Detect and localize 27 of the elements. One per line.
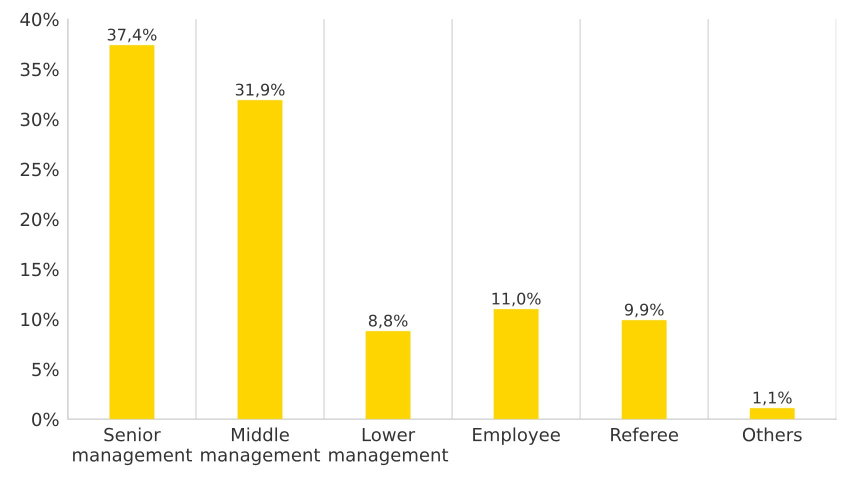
bar — [366, 331, 410, 420]
x-tick-label: Lower management — [329, 428, 448, 466]
data-label: 8,8% — [368, 314, 408, 328]
data-label: 1,1% — [754, 392, 792, 406]
bar — [238, 100, 282, 420]
bar — [494, 309, 539, 420]
data-label: 9,9% — [624, 304, 664, 318]
y-tick-label: 10% — [21, 312, 59, 326]
y-tick-label: 40% — [20, 12, 59, 26]
x-tick-label: Employee — [473, 427, 560, 445]
data-label: 11,0% — [492, 292, 541, 306]
x-tick-label: Middle management — [201, 427, 320, 466]
data-label: 37,4% — [108, 28, 156, 42]
x-tick-label: Referee — [611, 427, 678, 442]
bar — [110, 45, 154, 420]
y-tick-label: 15% — [21, 262, 59, 276]
y-tick-label: 25% — [20, 162, 59, 176]
data-label: 31,9% — [236, 84, 284, 98]
y-tick-label: 30% — [20, 112, 59, 126]
bar — [750, 408, 795, 420]
x-tick-label: Others — [742, 427, 802, 442]
y-tick-label: 35% — [20, 62, 59, 76]
y-tick-label: 0% — [32, 412, 59, 426]
x-tick-label: Senior management — [73, 427, 192, 466]
y-tick-label: 5% — [32, 362, 59, 376]
y-tick-label: 20% — [20, 212, 59, 226]
bar — [622, 320, 667, 420]
